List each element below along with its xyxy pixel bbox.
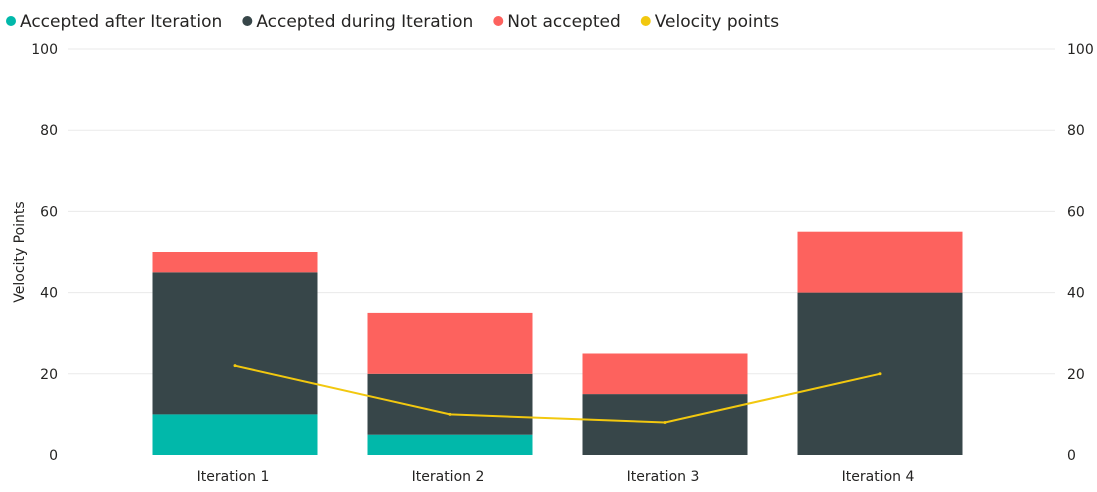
y-axis-right: 0 20 40 60 80 100 (1067, 42, 1094, 464)
bar-accepted-during-iteration-iteration-2 (367, 373, 533, 435)
y-tick-right-40: 40 (1067, 286, 1085, 302)
bar-accepted-after-iteration-iteration-2 (367, 434, 533, 455)
legend-label-accepted-during-iteration: Accepted during Iteration (256, 12, 473, 32)
y-tick-right-100: 100 (1067, 42, 1094, 58)
legend-label-velocity-points: Velocity points (655, 12, 779, 32)
y-axis-left: 0 20 40 60 80 100 (31, 42, 58, 464)
legend-item-accepted-during-iteration: Accepted during Iteration (242, 12, 473, 32)
y-tick-left-60: 60 (40, 204, 58, 220)
legend-item-not-accepted: Not accepted (493, 12, 621, 32)
line-velocity-points (234, 364, 881, 424)
bar-not-accepted-iteration-3 (582, 353, 748, 395)
point-velocity-points-iteration-3 (663, 421, 667, 425)
bar-accepted-after-iteration-iteration-1 (152, 414, 318, 455)
legend-label-accepted-after-iteration: Accepted after Iteration (20, 12, 222, 32)
point-velocity-points-iteration-2 (448, 412, 452, 416)
y-tick-left-0: 0 (49, 448, 58, 464)
y-axis-title: Velocity Points (12, 201, 28, 302)
y-tick-right-20: 20 (1067, 367, 1085, 383)
x-label-iteration-2: Iteration 2 (412, 469, 485, 485)
bars (152, 231, 963, 455)
legend-marker-velocity-points (640, 16, 651, 26)
velocity-line (233, 364, 882, 425)
legend-marker-accepted-after-iteration (6, 16, 16, 26)
bar-accepted-during-iteration-iteration-3 (582, 394, 748, 455)
legend-item-velocity-points: Velocity points (640, 12, 779, 32)
point-velocity-points-iteration-1 (233, 364, 237, 368)
bar-not-accepted-iteration-4 (797, 231, 963, 293)
bar-accepted-during-iteration-iteration-1 (152, 272, 318, 415)
x-label-iteration-3: Iteration 3 (627, 469, 700, 485)
legend-marker-accepted-during-iteration (242, 16, 253, 26)
bar-not-accepted-iteration-1 (152, 252, 318, 273)
y-tick-left-80: 80 (40, 123, 58, 139)
legend: Accepted after Iteration Accepted during … (6, 12, 779, 32)
legend-marker-not-accepted (493, 16, 504, 26)
y-tick-left-100: 100 (31, 42, 58, 58)
x-axis-labels: Iteration 1 Iteration 2 Iteration 3 Iterati… (197, 469, 915, 485)
y-tick-right-80: 80 (1067, 123, 1085, 139)
x-label-iteration-4: Iteration 4 (842, 469, 915, 485)
y-tick-left-20: 20 (40, 367, 58, 383)
bar-not-accepted-iteration-2 (367, 312, 533, 374)
x-label-iteration-1: Iteration 1 (197, 469, 270, 485)
point-velocity-points-iteration-4 (878, 372, 882, 376)
legend-item-accepted-after-iteration: Accepted after Iteration (6, 12, 222, 32)
y-tick-left-40: 40 (40, 286, 58, 302)
y-tick-right-0: 0 (1067, 448, 1076, 464)
y-tick-right-60: 60 (1067, 204, 1085, 220)
legend-label-not-accepted: Not accepted (507, 12, 620, 32)
